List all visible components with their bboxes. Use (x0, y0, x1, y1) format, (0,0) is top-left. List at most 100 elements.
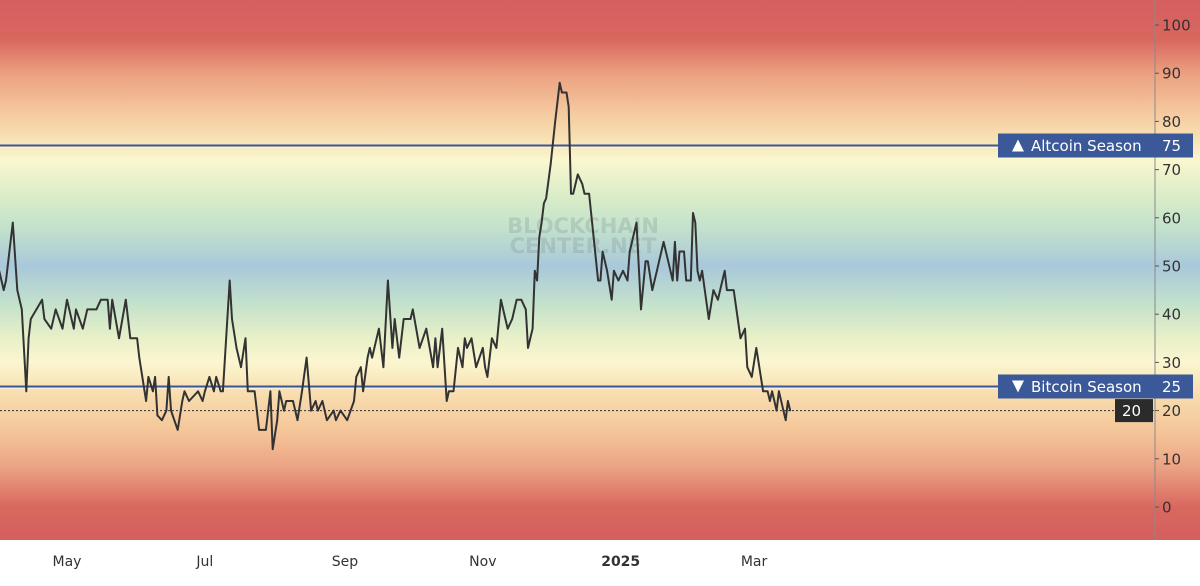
x-tick-label: 2025 (601, 554, 640, 570)
data-point (656, 270, 658, 272)
data-point (181, 400, 184, 402)
y-tick-label: 50 (1162, 258, 1181, 276)
data-point (613, 270, 615, 272)
current-value-tag (1115, 399, 1153, 423)
y-tick-label: 90 (1162, 65, 1181, 83)
data-point (457, 347, 459, 349)
data-point (204, 390, 206, 393)
data-point (265, 429, 267, 431)
x-tick-label: Nov (469, 554, 496, 570)
data-point (75, 308, 77, 311)
data-point (631, 241, 633, 243)
threshold-label-box (998, 133, 1155, 158)
data-point (466, 347, 468, 349)
data-point (717, 298, 719, 301)
data-point (694, 221, 697, 224)
data-point (228, 279, 231, 282)
data-point (572, 192, 574, 195)
data-point (570, 192, 572, 195)
data-point (534, 270, 536, 272)
data-point (145, 400, 147, 402)
data-point (626, 279, 629, 282)
data-point (525, 308, 527, 311)
data-point (111, 298, 113, 301)
threshold-label: Altcoin Season (1031, 137, 1142, 155)
data-point (283, 409, 285, 412)
data-point (475, 366, 477, 369)
data-point (504, 318, 507, 320)
data-point (597, 279, 599, 282)
data-point (5, 279, 7, 282)
data-point (222, 390, 224, 393)
data-point (701, 270, 703, 272)
data-point (235, 347, 238, 349)
data-point (425, 327, 428, 330)
data-point (531, 327, 534, 330)
data-point (766, 390, 769, 393)
axis-background (1155, 0, 1200, 540)
data-point (540, 221, 543, 224)
data-point (441, 327, 444, 330)
data-point (484, 366, 486, 369)
data-point (170, 409, 172, 412)
data-point (418, 347, 421, 349)
data-point (253, 390, 256, 393)
data-point (247, 390, 249, 393)
data-point (50, 327, 52, 330)
threshold-value-tag (1155, 374, 1193, 399)
data-point (95, 308, 98, 311)
data-point (152, 390, 154, 393)
data-point (470, 337, 473, 340)
data-point (66, 298, 68, 301)
data-point (549, 164, 552, 166)
data-point (445, 400, 448, 402)
data-point (588, 192, 590, 195)
data-point (599, 279, 602, 282)
data-point (769, 400, 771, 402)
data-point (491, 337, 493, 340)
data-point (258, 429, 260, 431)
data-point (683, 250, 685, 253)
data-point (118, 337, 120, 340)
data-point (378, 327, 380, 330)
data-point (708, 318, 710, 320)
x-tick-label: May (53, 554, 82, 570)
threshold-value-tag (1155, 133, 1193, 158)
data-point (2, 289, 5, 291)
data-point (292, 400, 294, 402)
data-point (215, 376, 217, 378)
threshold-value: 25 (1162, 378, 1181, 396)
data-point (240, 366, 242, 369)
data-point (21, 308, 23, 311)
data-point (138, 356, 141, 359)
data-point (500, 298, 502, 301)
data-point (125, 298, 127, 301)
data-point (452, 390, 455, 393)
data-point (154, 376, 156, 378)
data-point (601, 250, 604, 253)
data-point (721, 279, 724, 282)
data-point (109, 327, 111, 330)
threshold-value: 75 (1162, 137, 1181, 155)
data-point (567, 106, 570, 108)
data-point (208, 376, 211, 378)
data-point (506, 327, 509, 330)
current-value: 20 (1122, 402, 1141, 420)
data-point (692, 212, 694, 214)
data-point (188, 400, 190, 402)
data-point (12, 221, 14, 224)
data-point (398, 356, 401, 359)
data-point (744, 327, 746, 330)
data-point (355, 376, 358, 378)
data-point (176, 429, 179, 431)
data-point (41, 298, 43, 301)
data-point (536, 279, 538, 282)
watermark-text: CENTER.NET (510, 234, 657, 258)
data-point (644, 260, 647, 263)
data-point (732, 289, 735, 291)
data-point (746, 366, 749, 369)
y-tick-label: 80 (1162, 113, 1181, 131)
data-point (393, 318, 396, 320)
data-point (244, 337, 247, 340)
